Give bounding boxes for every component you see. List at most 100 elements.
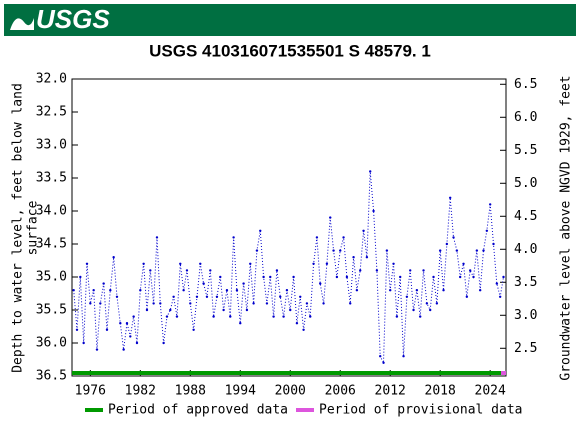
y-axis-label: surface: [26, 200, 41, 255]
data-point: [349, 302, 352, 305]
data-point: [142, 262, 145, 265]
data-point: [285, 289, 289, 292]
data-point: [399, 275, 402, 279]
data-point: [242, 282, 245, 285]
data-point: [165, 315, 169, 318]
data-point: [458, 275, 462, 279]
y2-tick-label: 4.0: [514, 242, 537, 257]
data-point: [152, 302, 155, 305]
data-point: [482, 249, 485, 252]
data-point: [309, 315, 312, 318]
data-point: [149, 269, 152, 272]
data-point: [255, 249, 259, 252]
data-point: [265, 302, 269, 305]
data-point: [355, 289, 359, 292]
data-point: [175, 315, 179, 318]
data-point: [79, 275, 82, 279]
data-point: [125, 322, 129, 325]
data-point: [359, 269, 362, 272]
data-point: [282, 315, 285, 318]
data-point: [169, 308, 172, 312]
data-point: [342, 236, 345, 239]
data-point: [345, 275, 349, 279]
y-tick-label: 32.0: [36, 72, 67, 87]
data-point: [185, 269, 189, 272]
y2-axis-label: Groundwater level above NGVD 1929, feet: [559, 75, 574, 380]
data-point: [332, 249, 335, 252]
plot-frame: [71, 78, 507, 377]
data-point: [179, 262, 182, 265]
y-tick-label: 35.0: [36, 270, 67, 285]
data-point: [335, 275, 339, 279]
data-point: [135, 341, 139, 345]
data-point: [75, 328, 79, 331]
data-point: [315, 236, 319, 239]
data-point: [72, 289, 75, 292]
data-point: [82, 341, 85, 345]
data-point: [465, 295, 469, 298]
data-point: [385, 249, 389, 252]
data-point: [322, 302, 325, 305]
data-point: [145, 308, 149, 312]
data-point: [455, 249, 459, 252]
y2-tick-label: 6.5: [514, 77, 537, 92]
data-point: [229, 315, 232, 318]
data-point: [129, 335, 132, 338]
data-point: [99, 302, 102, 305]
data-point: [299, 295, 302, 298]
data-point: [492, 242, 495, 246]
legend-label: Period of provisional data: [319, 403, 523, 418]
y2-tick-label: 5.5: [514, 143, 537, 158]
data-point: [195, 295, 199, 298]
data-point: [89, 302, 92, 305]
x-tick-label: 2000: [275, 384, 306, 399]
data-point: [155, 236, 159, 239]
legend-label: Period of approved data: [108, 403, 288, 418]
period-bar: [501, 371, 506, 375]
data-point: [259, 229, 262, 232]
x-tick-label: 1976: [75, 384, 106, 399]
data-point: [279, 295, 282, 298]
data-point: [432, 275, 435, 279]
data-point: [475, 249, 479, 252]
data-point: [405, 295, 409, 298]
data-point: [252, 302, 255, 305]
y2-tick-label: 3.0: [514, 308, 537, 323]
data-point: [102, 282, 105, 285]
data-point: [472, 275, 475, 279]
y-tick-label: 35.5: [36, 303, 67, 318]
data-point: [339, 249, 342, 252]
data-point: [112, 256, 115, 259]
data-point: [162, 341, 165, 345]
data-point: [192, 328, 195, 331]
data-point: [329, 216, 332, 219]
y-tick-label: 36.5: [36, 369, 67, 384]
y2-tick-label: 3.5: [514, 275, 537, 290]
data-point: [362, 229, 365, 232]
y-tick-label: 33.0: [36, 138, 67, 153]
data-point: [502, 275, 505, 279]
data-point: [448, 196, 452, 199]
data-point: [275, 269, 279, 272]
data-point: [372, 209, 375, 213]
data-point: [418, 315, 422, 318]
x-tick-label: 2024: [475, 384, 506, 399]
data-point: [209, 269, 212, 272]
logo-wave: [10, 18, 34, 30]
logo-text: USGS: [36, 4, 110, 34]
data-point: [232, 236, 235, 239]
y2-tick-label: 5.0: [514, 176, 537, 191]
data-point: [422, 269, 425, 272]
data-point: [305, 302, 309, 305]
data-point: [189, 302, 192, 305]
data-point: [289, 308, 292, 312]
data-point: [215, 295, 219, 298]
data-point: [302, 328, 305, 331]
y2-tick-label: 6.0: [514, 110, 537, 125]
data-point: [375, 269, 379, 272]
data-point: [425, 302, 429, 305]
data-point: [462, 262, 465, 265]
data-point: [485, 229, 489, 232]
y-tick-label: 34.0: [36, 204, 67, 219]
